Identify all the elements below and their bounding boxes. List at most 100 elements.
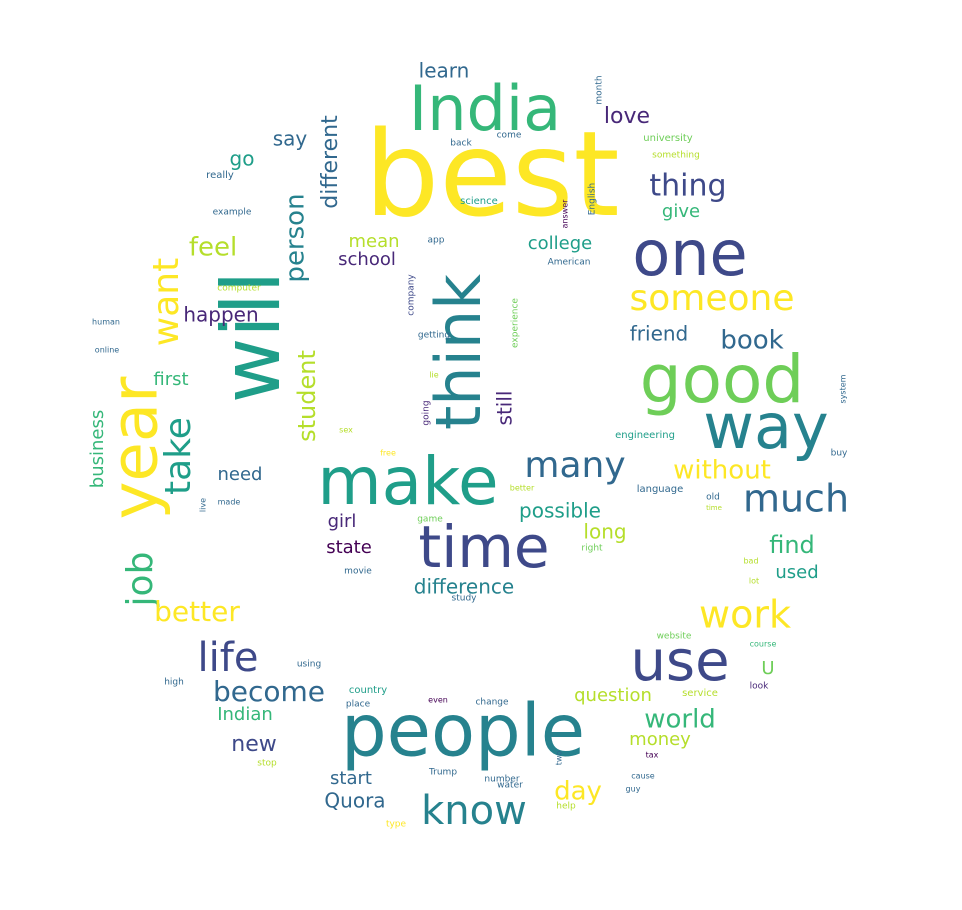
word-best: best (364, 105, 619, 243)
word-feel: feel (189, 233, 237, 263)
word-bad: bad (743, 557, 758, 566)
word-look: look (750, 682, 770, 692)
word-much: much (743, 477, 849, 521)
word-course: course (750, 640, 777, 649)
word-lie: lie (429, 371, 438, 380)
word-u: U (761, 658, 774, 679)
word-getting: getting (418, 331, 450, 341)
word-learn: learn (419, 59, 470, 83)
word-movie: movie (344, 567, 372, 577)
word-people: people (341, 689, 585, 773)
word-live: live (199, 498, 208, 512)
word-going: going (422, 400, 432, 425)
word-number: number (484, 775, 519, 785)
word-way: way (703, 390, 828, 463)
word-help: help (556, 802, 576, 812)
word-lot: lot (749, 577, 759, 586)
word-difference: difference (414, 575, 514, 599)
word-computer: computer (217, 284, 261, 294)
word-type: type (386, 820, 407, 830)
word-indian: Indian (217, 704, 273, 725)
word-make: make (317, 443, 498, 520)
word-state: state (326, 537, 372, 558)
word-will: will (205, 271, 298, 403)
word-go: go (230, 147, 255, 171)
word-university: university (643, 133, 693, 144)
word-find: find (769, 531, 815, 559)
word-quora: Quora (324, 789, 385, 813)
word-someone: someone (630, 278, 795, 319)
word-first: first (153, 369, 188, 390)
word-year: year (99, 376, 173, 519)
word-give: give (662, 201, 700, 222)
word-really: really (206, 170, 234, 181)
word-back: back (450, 139, 472, 149)
word-two: two (555, 751, 564, 766)
word-business: business (87, 410, 108, 488)
word-friend: friend (630, 322, 689, 346)
word-buy: buy (831, 449, 848, 459)
word-say: say (273, 127, 308, 151)
word-world: world (644, 705, 716, 735)
word-sex: sex (339, 426, 353, 435)
word-become: become (213, 675, 325, 708)
word-online: online (95, 346, 119, 355)
word-book: book (720, 326, 783, 356)
word-mean: mean (348, 231, 399, 252)
word-better: better (154, 595, 240, 628)
word-possible: possible (519, 499, 601, 523)
word-need: need (218, 464, 263, 485)
word-life: life (198, 635, 259, 681)
word-something: something (652, 151, 700, 161)
word-answer: answer (561, 199, 570, 229)
word-tax: tax (646, 751, 659, 760)
word-time: time (418, 513, 549, 581)
word-good: good (640, 341, 805, 418)
word-still: still (493, 391, 517, 426)
word-guy: guy (626, 785, 641, 794)
word-india: India (409, 72, 561, 145)
word-one: one (632, 217, 747, 290)
word-place: place (346, 700, 371, 710)
word-using: using (297, 660, 321, 670)
word-water: water (497, 781, 523, 791)
word-game: game (417, 515, 443, 525)
word-better: better (510, 484, 535, 493)
word-even: even (428, 696, 448, 705)
word-think: think (422, 274, 495, 430)
word-american: American (548, 258, 591, 268)
word-stop: stop (257, 759, 277, 769)
word-made: made (218, 498, 241, 507)
word-company: company (407, 274, 417, 316)
word-engineering: engineering (615, 430, 675, 441)
word-experience: experience (511, 298, 521, 348)
word-website: website (657, 632, 692, 642)
word-person: person (281, 193, 311, 282)
word-right: right (581, 544, 603, 554)
word-science: science (460, 196, 498, 207)
word-country: country (349, 685, 387, 696)
word-without: without (673, 456, 771, 486)
word-college: college (528, 233, 593, 254)
word-many: many (524, 445, 625, 486)
word-start: start (330, 768, 372, 789)
word-take: take (158, 417, 199, 495)
word-money: money (629, 729, 691, 750)
word-example: example (213, 208, 252, 218)
word-question: question (574, 685, 652, 706)
word-job: job (120, 552, 161, 608)
word-day: day (554, 777, 602, 807)
word-happen: happen (183, 303, 258, 327)
word-language: language (637, 484, 684, 495)
word-cause: cause (631, 772, 655, 781)
word-study: study (452, 594, 478, 604)
word-know: know (421, 788, 527, 834)
word-school: school (338, 249, 396, 270)
word-use: use (630, 629, 729, 694)
word-thing: thing (649, 169, 726, 204)
word-change: change (475, 698, 509, 708)
word-different: different (318, 115, 343, 209)
word-system: system (839, 374, 848, 403)
word-want: want (146, 258, 187, 346)
